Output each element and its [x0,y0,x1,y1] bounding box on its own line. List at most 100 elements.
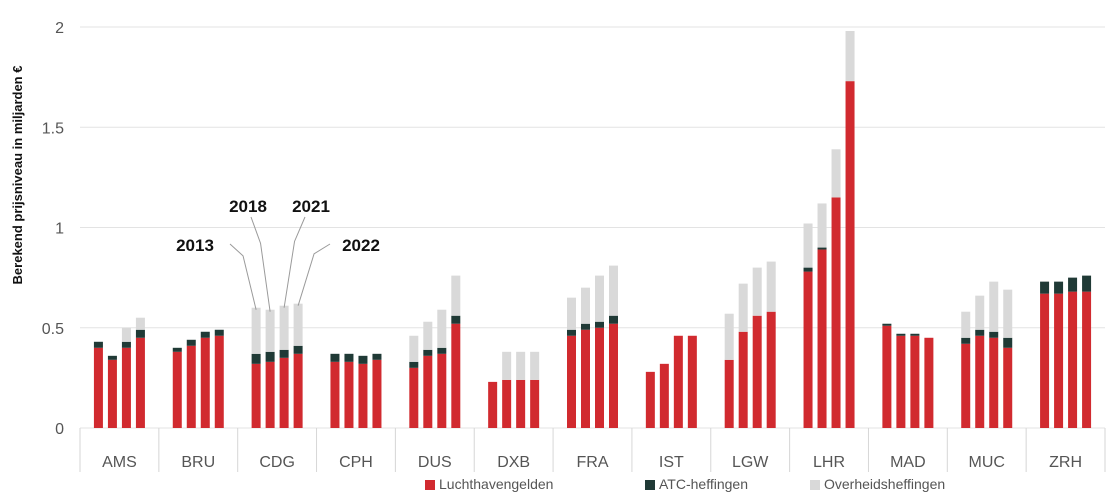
bar-segment-cdg-2018-3 [265,309,275,352]
legend-label-1: Luchthavengelden [439,476,553,492]
bar-segment-dxb-2018-1 [502,379,512,428]
bar-segment-zrh-2013-1 [1040,293,1050,428]
bar-segment-cdg-2013-1 [251,363,261,428]
bar-segment-lgw-2022-1 [766,311,776,428]
bar-segment-ams-2022-2 [135,329,145,338]
bar-segment-cph-2013-2 [330,353,340,362]
bar-segment-dus-2018-1 [423,355,433,428]
bar-segment-fra-2013-3 [567,297,576,330]
bar-segment-cdg-2022-2 [293,345,303,354]
year-annotation-2022: 2022 [342,236,380,255]
category-label-bru: BRU [181,454,215,471]
bar-segment-fra-2013-1 [567,335,576,428]
bar-segment-muc-2018-1 [975,335,985,428]
bar-segment-mad-2013-2 [882,323,892,326]
bar-segment-cph-2021-2 [358,355,368,364]
bar-segment-cdg-2013-2 [251,353,261,364]
bar-segment-bru-2013-2 [172,347,182,352]
category-label-mad: MAD [890,454,926,471]
bar-segment-ist-2022-1 [687,335,697,428]
category-label-lgw: LGW [732,454,769,471]
category-label-fra: FRA [577,454,609,471]
year-annotation-2021: 2021 [292,197,330,216]
bar-segment-lhr-2013-2 [803,267,813,272]
bar-segment-cdg-2022-3 [293,303,303,346]
bar-segment-fra-2021-2 [595,321,604,328]
bar-segment-ams-2022-3 [135,317,145,330]
bar-segment-bru-2022-2 [214,329,224,336]
bar-segment-dus-2021-3 [437,309,447,348]
bar-segment-dus-2013-3 [409,335,419,362]
y-tick-label: 1 [55,221,64,238]
bar-segment-muc-2022-1 [1003,347,1013,428]
y-axis-label: Berekend prijsniveau in miljarden € [10,66,25,285]
bar-segment-dus-2021-2 [437,347,447,354]
bar-segment-lgw-2018-1 [738,331,748,428]
bar-segment-muc-2021-1 [989,337,999,428]
bar-segment-dxb-2021-1 [516,379,526,428]
bar-segment-ams-2022-1 [135,337,145,428]
bar-segment-cph-2022-1 [372,359,382,428]
bar-segment-bru-2018-1 [186,345,196,428]
bar-segment-lgw-2018-3 [738,283,748,332]
bar-segment-dxb-2013-1 [488,381,498,428]
bar-segment-dxb-2021-3 [516,351,526,380]
bar-segment-cdg-2013-3 [251,307,261,354]
bar-segment-bru-2013-1 [172,351,182,428]
bar-segment-bru-2018-2 [186,339,196,346]
bar-segment-mad-2021-2 [910,333,920,336]
y-tick-label: 2 [55,20,64,37]
bar-segment-lgw-2022-3 [766,261,776,312]
legend-swatch-2 [645,480,655,490]
annotation-leader [283,216,306,308]
bar-segment-mad-2018-2 [896,333,906,336]
bar-segment-lhr-2018-2 [817,247,827,250]
bar-segment-lhr-2018-3 [817,203,827,248]
bar-segment-lhr-2021-3 [831,149,841,198]
bar-segment-lgw-2021-1 [752,315,762,428]
bar-segment-lgw-2013-3 [724,313,734,360]
y-tick-label: 1.5 [42,120,64,137]
bar-segment-cdg-2022-1 [293,353,303,428]
bar-segment-cdg-2018-1 [265,361,275,428]
bar-segment-dus-2013-1 [409,367,419,428]
bar-segment-lgw-2013-1 [724,359,734,428]
bar-segment-cdg-2021-1 [279,357,289,428]
bar-segment-ams-2021-2 [121,341,131,348]
bar-segment-dus-2018-2 [423,349,433,356]
bar-segment-muc-2018-2 [975,329,985,336]
bar-segment-lgw-2021-3 [752,267,762,316]
category-label-cdg: CDG [259,454,295,471]
bar-segment-mad-2021-1 [910,335,920,428]
bar-segment-dxb-2018-3 [502,351,512,380]
bar-segment-fra-2018-2 [581,323,590,330]
annotation-leader [297,243,331,306]
bar-segment-zrh-2022-2 [1082,275,1092,292]
bar-segment-cdg-2021-3 [279,305,289,350]
bar-segment-zrh-2018-2 [1054,281,1064,294]
bar-segment-fra-2013-2 [567,329,576,336]
category-label-cph: CPH [339,454,373,471]
bar-segment-dus-2022-2 [451,315,461,324]
bar-segment-ams-2013-1 [93,347,103,428]
bar-segment-dxb-2022-1 [530,379,540,428]
bar-segment-dus-2013-2 [409,361,419,368]
bar-segment-cph-2018-2 [344,353,354,362]
bar-segment-zrh-2022-1 [1082,291,1092,428]
bar-segment-dus-2022-1 [451,323,461,428]
bar-segment-muc-2013-1 [961,343,971,428]
bar-segment-dxb-2022-3 [530,351,540,380]
bar-segment-dus-2018-3 [423,321,433,350]
bar-segment-ams-2013-2 [93,341,103,348]
bar-segment-muc-2018-3 [975,295,985,330]
bar-segment-zrh-2013-2 [1040,281,1050,294]
bar-segment-ist-2021-1 [673,335,683,428]
bar-segment-fra-2022-1 [609,323,618,428]
category-label-zrh: ZRH [1049,454,1082,471]
bar-segment-lhr-2021-1 [831,197,841,428]
bar-segment-dus-2022-3 [451,275,461,316]
category-label-lhr: LHR [813,454,845,471]
category-label-ams: AMS [102,454,137,471]
